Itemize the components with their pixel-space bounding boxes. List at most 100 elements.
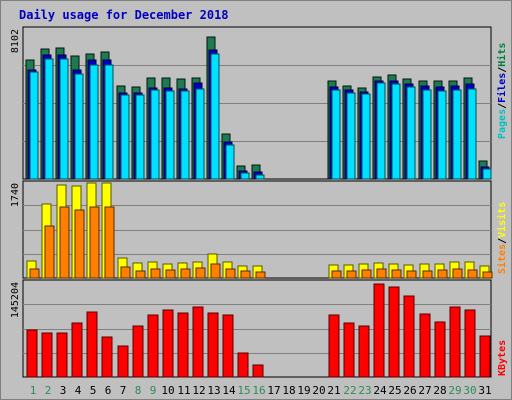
visits-bar-sites (482, 271, 493, 279)
x-tick-label: 30 (463, 384, 476, 397)
visits-bar-sites (195, 267, 206, 279)
usage-bar-pages (120, 94, 130, 180)
x-tick-label: 2 (45, 384, 52, 397)
x-tick-label: 29 (448, 384, 461, 397)
usage-bar-pages (44, 58, 54, 180)
usage-bar-pages (104, 64, 114, 180)
kbytes-bar-kbytes (328, 314, 340, 378)
visits-bar-sites (180, 268, 191, 279)
visits-bar-sites (346, 270, 357, 279)
x-tick-label: 25 (388, 384, 401, 397)
kbytes-bar-kbytes (26, 329, 38, 378)
usage-bar-pages (255, 174, 265, 180)
x-tick-label: 13 (207, 384, 220, 397)
visits-panel: 1740 Sites/Visits (10, 180, 508, 279)
visits-bar-sites (74, 209, 85, 279)
usage-bar-pages (422, 89, 432, 180)
visits-bar-sites (391, 269, 402, 279)
side-label-part: / (497, 67, 508, 73)
usage-bar-pages (225, 144, 235, 180)
usage-bar-pages (89, 64, 99, 180)
usage-bar-pages (331, 89, 341, 180)
x-tick-label: 16 (252, 384, 265, 397)
usage-bar-pages (437, 90, 447, 180)
usage-ymax-label: 8102 (10, 29, 21, 53)
visits-bar-sites (422, 270, 433, 279)
visits-bar-sites (120, 266, 131, 279)
visits-bar-sites (437, 269, 448, 279)
visits-bar-sites (44, 225, 55, 279)
kbytes-bar-kbytes (388, 286, 400, 378)
usage-bar-pages (195, 88, 205, 180)
visits-ymax-label: 1740 (10, 183, 21, 207)
x-tick-label: 7 (120, 384, 127, 397)
visits-bar-sites (150, 268, 161, 279)
kbytes-bar-kbytes (237, 352, 249, 378)
visits-bar-sites (361, 269, 372, 279)
usage-bar-pages (361, 93, 371, 180)
kbytes-bar-kbytes (343, 322, 355, 378)
kbytes-bar-kbytes (373, 283, 385, 378)
visits-bar-sites (210, 263, 221, 279)
usage-bar-pages (406, 86, 416, 180)
visits-side-label: Sites/Visits (496, 202, 508, 274)
x-tick-label: 19 (297, 384, 310, 397)
visits-bar-sites (104, 206, 115, 279)
x-tick-label: 5 (90, 384, 97, 397)
x-tick-label: 15 (237, 384, 250, 397)
kbytes-bar-kbytes (86, 311, 98, 378)
kbytes-bar-kbytes (177, 312, 189, 378)
kbytes-bar-kbytes (464, 309, 476, 378)
side-label-part: Visits (496, 202, 508, 238)
usage-bar-pages (376, 82, 386, 180)
x-tick-label: 23 (358, 384, 371, 397)
kbytes-bar-kbytes (192, 306, 204, 378)
x-tick-label: 17 (267, 384, 280, 397)
x-tick-label: 21 (327, 384, 340, 397)
side-label-part: Sites (496, 244, 508, 274)
kbytes-ymax-label: 145204 (10, 282, 21, 318)
kbytes-bar-kbytes (449, 306, 461, 378)
usage-bar-pages (180, 90, 190, 180)
side-label-part: Pages (497, 109, 508, 139)
kbytes-bar-kbytes (117, 345, 129, 378)
x-tick-label: 31 (478, 384, 491, 397)
x-tick-label: 27 (418, 384, 431, 397)
x-tick-label: 1 (30, 384, 37, 397)
usage-bar-pages (59, 58, 69, 180)
usage-bar-pages (135, 94, 145, 180)
kbytes-side-label: KBytes (497, 340, 508, 376)
visits-bar-sites (225, 268, 236, 279)
kbytes-bar-kbytes (162, 309, 174, 378)
usage-bar-pages (150, 89, 160, 180)
x-tick-label: 9 (150, 384, 157, 397)
usage-bar-pages (74, 73, 84, 180)
kbytes-bar-kbytes (101, 336, 113, 378)
x-tick-label: 12 (192, 384, 205, 397)
visits-bar-sites (452, 268, 463, 279)
side-label-part: Files (496, 73, 508, 103)
kbytes-bar-kbytes (358, 325, 370, 378)
kbytes-panel: 145204 KBytes (10, 279, 508, 378)
x-tick-label: 10 (161, 384, 174, 397)
usage-bar-pages (29, 71, 39, 180)
visits-bar-sites (255, 271, 266, 279)
x-tick-label: 4 (75, 384, 82, 397)
x-tick-label: 18 (282, 384, 295, 397)
visits-bar-sites (135, 270, 146, 279)
side-label-part: / (497, 238, 508, 244)
x-tick-label: 20 (312, 384, 325, 397)
kbytes-bar-kbytes (132, 325, 144, 378)
visits-bar-sites (376, 268, 387, 279)
usage-bar-pages (391, 83, 401, 180)
x-tick-label: 11 (177, 384, 190, 397)
kbytes-bar-kbytes (56, 332, 68, 378)
x-tick-label: 6 (105, 384, 112, 397)
visits-plot-area (22, 180, 492, 279)
x-tick-label: 28 (433, 384, 446, 397)
kbytes-bar-kbytes (207, 312, 219, 378)
usage-bar-pages (165, 90, 175, 180)
